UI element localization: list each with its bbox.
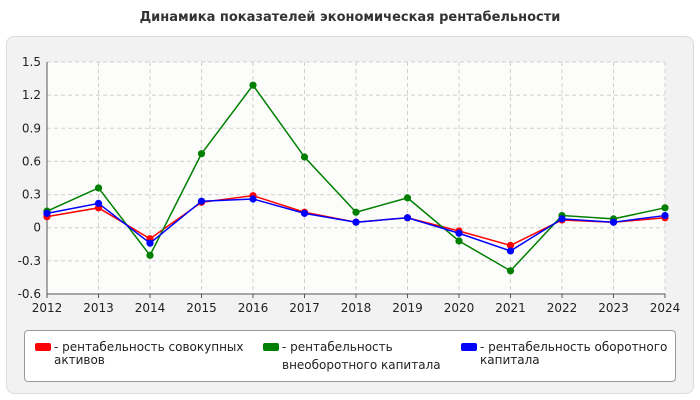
y-tick-label: 0 — [33, 221, 41, 235]
x-tick-label: 2021 — [495, 301, 526, 315]
series-point-1 — [403, 194, 412, 202]
y-tick-label: -0.6 — [18, 287, 41, 301]
x-tick-label: 2017 — [289, 301, 320, 315]
legend-label-assets: - рентабельность совокупных активов — [54, 340, 244, 367]
series-point-2 — [403, 214, 412, 222]
series-point-2 — [609, 218, 618, 226]
legend-label-working-capital: - рентабельность оборотного капитала — [480, 340, 668, 367]
x-tick-label: 2018 — [341, 301, 372, 315]
series-point-1 — [249, 81, 257, 89]
legend-item-fixed-capital: - рентабельность внеоборотного капитала — [263, 341, 441, 372]
x-tick-label: 2015 — [186, 301, 217, 315]
series-point-2 — [558, 215, 566, 223]
series-point-0 — [506, 241, 515, 249]
series-point-2 — [197, 197, 206, 205]
x-tick-label: 2022 — [547, 301, 578, 315]
series-point-2 — [94, 199, 103, 208]
legend-swatch-working-capital — [461, 343, 477, 351]
x-tick-label: 2024 — [650, 301, 681, 315]
series-point-1 — [94, 184, 103, 192]
y-tick-label: 0.3 — [22, 188, 41, 202]
series-point-2 — [506, 247, 515, 255]
series-point-1 — [352, 208, 360, 216]
series-point-1 — [197, 150, 206, 158]
series-point-1 — [661, 204, 669, 212]
x-tick-label: 2020 — [444, 301, 475, 315]
x-tick-label: 2012 — [32, 301, 63, 315]
x-tick-label: 2013 — [83, 301, 114, 315]
legend-item-assets: - рентабельность совокупных активов — [35, 341, 244, 367]
legend-item-working-capital: - рентабельность оборотного капитала — [461, 341, 667, 367]
chart-title: Динамика показателей экономическая рента… — [139, 10, 561, 25]
y-tick-label: 1.5 — [22, 55, 41, 69]
series-point-1 — [506, 267, 515, 275]
series-point-2 — [146, 239, 154, 247]
x-tick-label: 2014 — [135, 301, 166, 315]
series-point-2 — [43, 209, 51, 217]
y-tick-label: 0.6 — [22, 154, 41, 168]
series-point-1 — [455, 237, 463, 245]
y-tick-label: 1.2 — [22, 88, 41, 102]
x-tick-label: 2019 — [392, 301, 423, 315]
series-point-2 — [661, 211, 669, 220]
series-point-2 — [455, 229, 463, 237]
series-point-2 — [249, 195, 257, 203]
x-tick-label: 2023 — [598, 301, 629, 315]
legend-swatch-fixed-capital — [263, 343, 279, 351]
series-point-2 — [300, 209, 309, 217]
legend-swatch-assets — [35, 343, 51, 351]
series-point-1 — [146, 251, 154, 259]
x-tick-label: 2016 — [238, 301, 269, 315]
series-point-2 — [352, 218, 360, 226]
y-tick-label: -0.3 — [18, 254, 41, 268]
y-tick-label: 0.9 — [22, 121, 41, 135]
legend-label-fixed-capital: - рентабельность внеоборотного капитала — [282, 340, 441, 372]
series-point-1 — [300, 153, 309, 161]
chart-legend: - рентабельность совокупных активов - ре… — [24, 330, 676, 382]
